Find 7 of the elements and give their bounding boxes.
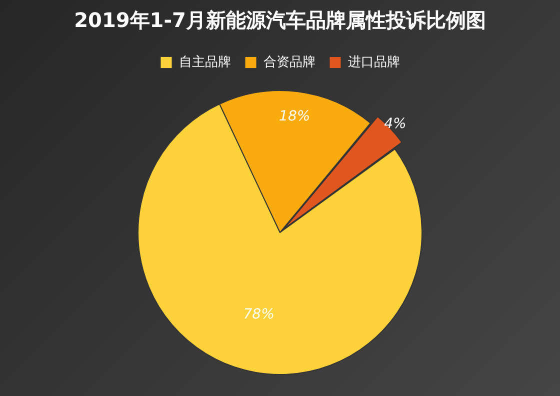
data-label: 4% bbox=[384, 116, 406, 132]
data-label: 78% bbox=[243, 306, 274, 323]
legend-label: 合资品牌 bbox=[263, 54, 316, 70]
legend-label: 进口品牌 bbox=[348, 54, 400, 70]
chart-title: 2019年1-7月新能源汽车品牌属性投诉比例图 bbox=[74, 8, 486, 32]
legend-label: 自主品牌 bbox=[178, 54, 231, 70]
data-label: 18% bbox=[279, 108, 310, 125]
